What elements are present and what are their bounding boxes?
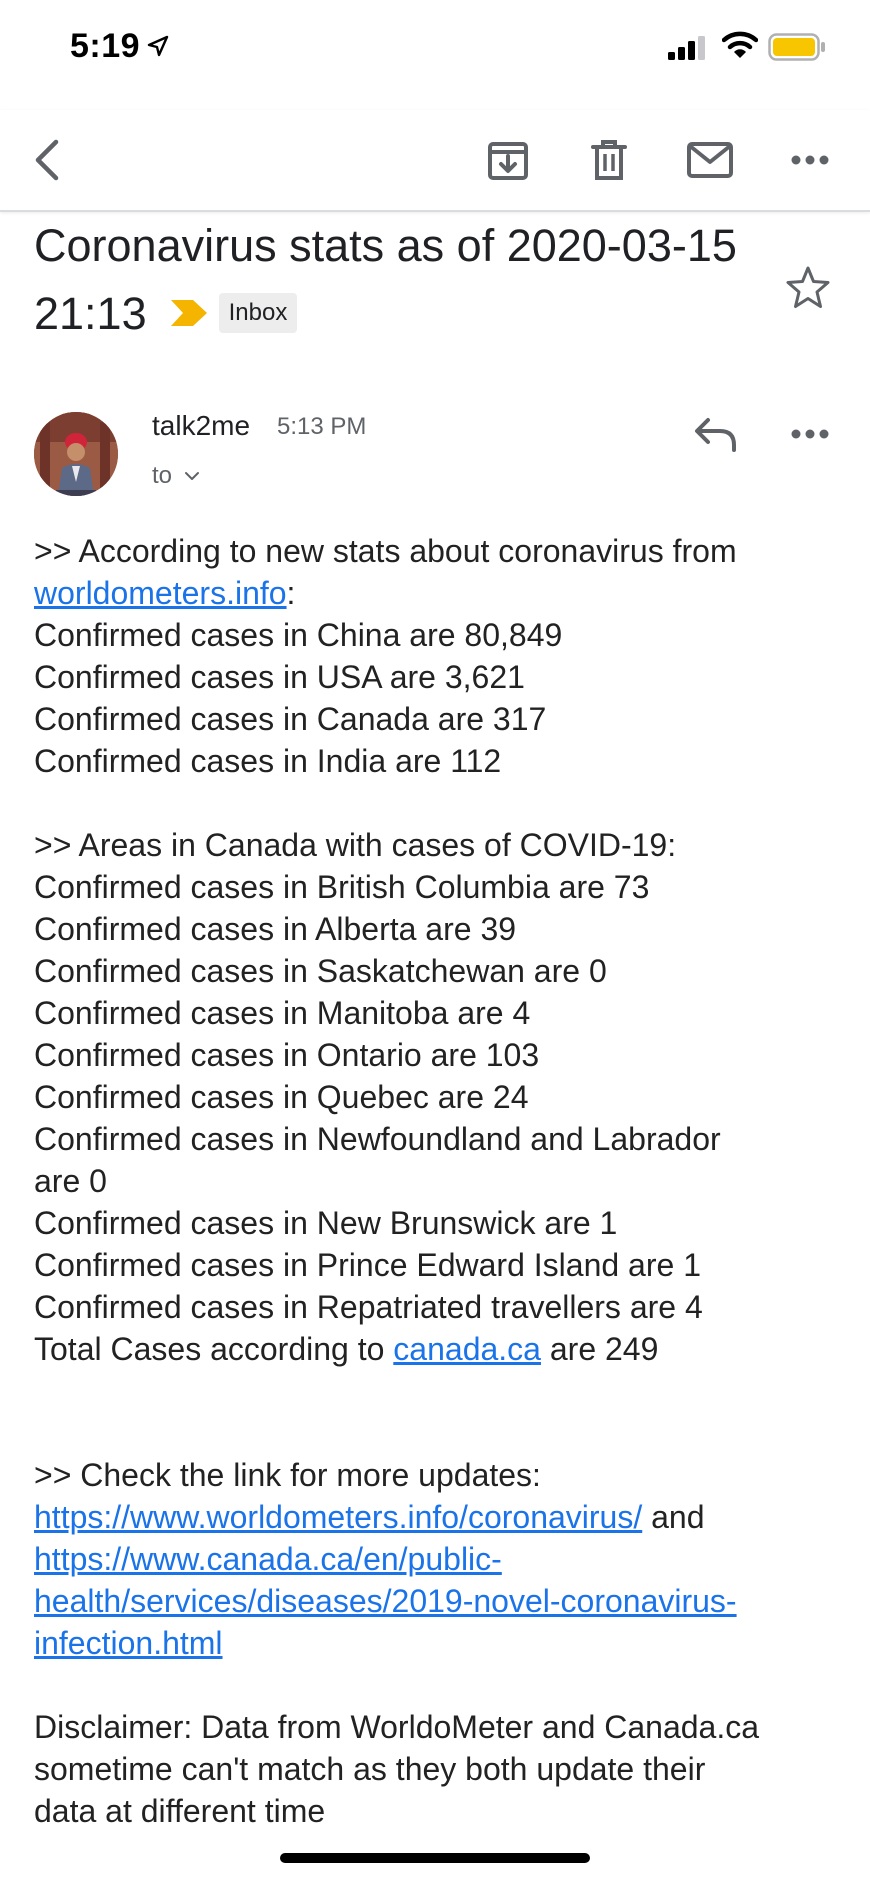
canada-health-link-line: health/services/diseases/2019-novel-coro… xyxy=(34,1580,834,1622)
battery-icon xyxy=(768,33,825,61)
disclaimer-line: data at different time xyxy=(34,1793,326,1829)
global-case-line: Confirmed cases in Canada are 317 xyxy=(34,701,547,737)
canada-health-link-line: infection.html xyxy=(34,1622,834,1664)
home-indicator[interactable] xyxy=(280,1853,590,1863)
spacer xyxy=(34,1664,834,1706)
archive-icon xyxy=(488,142,528,180)
total-suffix: are 249 xyxy=(540,1331,659,1367)
canada-case-line: Confirmed cases in Prince Edward Island … xyxy=(34,1247,701,1283)
back-icon xyxy=(35,139,59,181)
to-label: to xyxy=(152,462,173,489)
disclaimer-line: Disclaimer: Data from WorldoMeter and Ca… xyxy=(34,1709,760,1745)
links-line: https://www.worldometers.info/coronaviru… xyxy=(34,1496,834,1538)
global-case-line: Confirmed cases in China are 80,849 xyxy=(34,617,563,653)
status-bar: 5:19 xyxy=(0,0,870,96)
spacer xyxy=(34,782,834,824)
avatar-photo xyxy=(34,412,118,496)
location-arrow-icon xyxy=(147,35,169,57)
and-text: and xyxy=(642,1499,705,1535)
canada-health-link[interactable]: health/services/diseases/2019-novel-coro… xyxy=(34,1583,737,1619)
email-toolbar xyxy=(0,110,870,212)
archive-button[interactable] xyxy=(478,130,538,190)
chevron-down-icon xyxy=(185,472,200,480)
check-heading: >> Check the link for more updates: xyxy=(34,1457,541,1493)
mark-unread-button[interactable] xyxy=(680,130,740,190)
more-horizontal-icon xyxy=(791,155,829,165)
disclaimer-line: sometime can't match as they both update… xyxy=(34,1751,706,1787)
sender-avatar[interactable] xyxy=(34,412,118,496)
spacer xyxy=(34,1412,834,1454)
total-line: Total Cases according to canada.ca are 2… xyxy=(34,1328,834,1370)
trash-icon xyxy=(591,140,627,180)
back-button[interactable] xyxy=(18,130,78,190)
canada-case-line: are 0 xyxy=(34,1163,107,1199)
canada-case-line: Confirmed cases in Manitoba are 4 xyxy=(34,995,531,1031)
label-chip-inbox[interactable]: Inbox xyxy=(218,293,298,334)
status-time: 5:19 xyxy=(70,27,141,65)
canada-health-link[interactable]: https://www.canada.ca/en/public- xyxy=(34,1541,502,1577)
intro-line-1: >> According to new stats about coronavi… xyxy=(34,533,737,569)
email-body: >> According to new stats about coronavi… xyxy=(34,530,834,1832)
canada-case-line: Confirmed cases in New Brunswick are 1 xyxy=(34,1205,618,1241)
canada-health-link[interactable]: infection.html xyxy=(34,1625,223,1661)
cellular-signal-icon xyxy=(668,36,705,60)
worldometers-link[interactable]: worldometers.info xyxy=(34,575,287,611)
sender-name[interactable]: talk2me xyxy=(152,410,251,441)
subject-text: Coronavirus stats as of 2020-03-15 21:13 xyxy=(34,220,737,339)
canada-health-link-line: https://www.canada.ca/en/public- xyxy=(34,1538,834,1580)
star-icon[interactable] xyxy=(784,264,832,312)
message-more-icon[interactable] xyxy=(784,414,838,454)
global-case-line: Confirmed cases in India are 112 xyxy=(34,743,502,779)
canada-case-line: Confirmed cases in Alberta are 39 xyxy=(34,911,517,947)
canada-case-line: Confirmed cases in Repatriated traveller… xyxy=(34,1289,703,1325)
reply-icon[interactable] xyxy=(692,410,740,458)
sent-time: 5:13 PM xyxy=(277,413,367,440)
wifi-icon xyxy=(722,31,758,58)
delete-button[interactable] xyxy=(579,130,639,190)
canada-case-line: Confirmed cases in Newfoundland and Labr… xyxy=(34,1121,721,1157)
canada-ca-link[interactable]: canada.ca xyxy=(393,1331,541,1367)
canada-heading: >> Areas in Canada with cases of COVID-1… xyxy=(34,827,677,863)
email-subject: Coronavirus stats as of 2020-03-15 21:13… xyxy=(34,212,774,348)
importance-marker-icon[interactable] xyxy=(169,298,209,328)
canada-case-line: Confirmed cases in Ontario are 103 xyxy=(34,1037,540,1073)
spacer xyxy=(34,1370,834,1412)
more-options-button[interactable] xyxy=(780,130,840,190)
canada-case-line: Confirmed cases in British Columbia are … xyxy=(34,869,650,905)
total-prefix: Total Cases according to xyxy=(34,1331,394,1367)
intro-line-2: worldometers.info: xyxy=(34,572,834,614)
intro-colon: : xyxy=(286,575,296,611)
canada-case-line: Confirmed cases in Saskatchewan are 0 xyxy=(34,953,607,989)
global-case-line: Confirmed cases in USA are 3,621 xyxy=(34,659,525,695)
mail-icon xyxy=(687,142,733,178)
recipient-details-toggle[interactable]: to xyxy=(152,462,200,490)
canada-case-line: Confirmed cases in Quebec are 24 xyxy=(34,1079,529,1115)
worldometers-coronavirus-link[interactable]: https://www.worldometers.info/coronaviru… xyxy=(34,1499,643,1535)
